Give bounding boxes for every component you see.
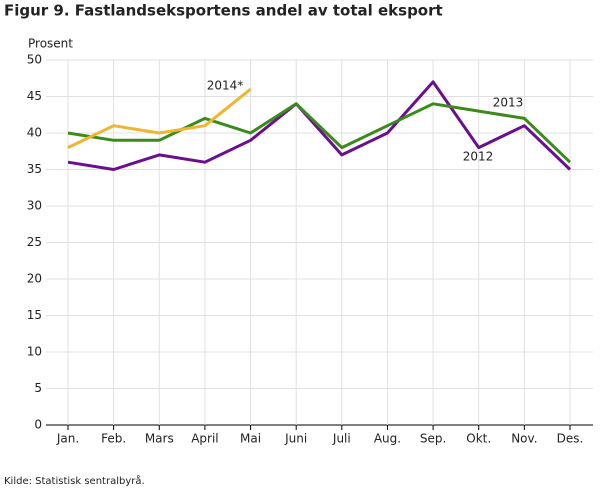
x-tick-label: Jan. [56,432,79,446]
series-line [67,102,572,164]
x-tick-label: Okt. [466,432,491,446]
y-tick-label: 5 [34,381,42,395]
source: Kilde: Statistisk sentralbyrå. [4,474,145,487]
y-tick-label: 35 [27,162,42,176]
chart-title: Figur 9. Fastlandseksportens andel av to… [4,2,443,20]
x-tick-label: April [191,432,218,446]
y-tick-label: 25 [27,235,42,249]
y-tick-label: 45 [27,89,42,103]
x-tick-label: Juni [284,432,307,446]
x-tick-label: Mars [145,432,174,446]
series-label: 2012 [463,150,494,164]
y-tick-label: 0 [34,418,42,432]
y-tick-label: 50 [27,53,42,67]
x-tick-label: Aug. [374,432,401,446]
y-tick-label: 20 [27,272,42,286]
x-tick-label: Juli [332,432,351,446]
x-tick-label: Sep. [420,432,446,446]
x-tick-label: Des. [557,432,584,446]
series-line [67,88,252,149]
y-axis-label: Prosent [28,37,73,51]
x-tick-label: Nov. [511,432,537,446]
y-tick-label: 10 [27,345,42,359]
y-tick-label: 40 [27,126,42,140]
x-tick-label: Feb. [101,432,126,446]
series-label: 2013 [493,96,524,110]
y-tick-label: 15 [27,308,42,322]
y-tick-label: 30 [27,199,42,213]
series-label: 2014* [207,79,244,93]
series-line [67,80,572,171]
x-tick-label: Mai [240,432,261,446]
